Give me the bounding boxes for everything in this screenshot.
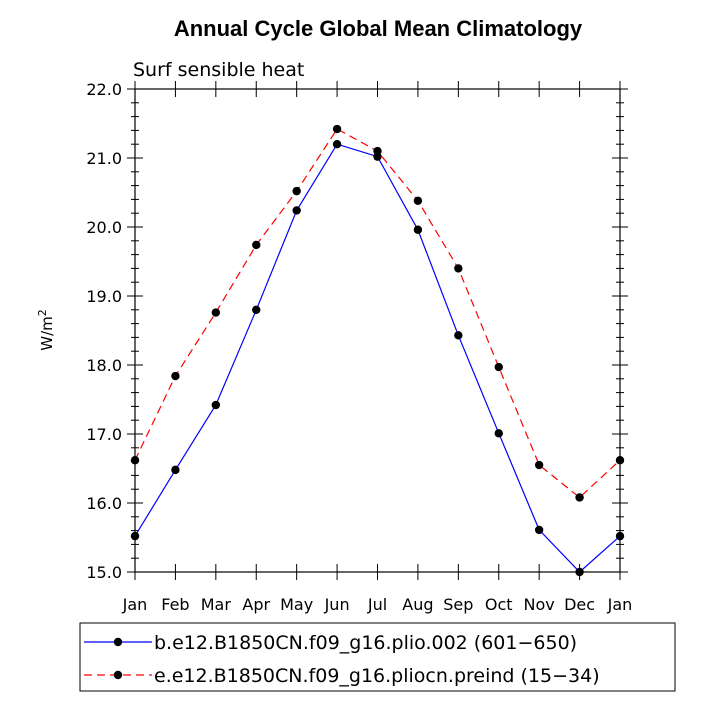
series-1-line <box>134 143 621 573</box>
series-2-point <box>292 186 301 196</box>
series-2-point <box>252 240 261 250</box>
series-2-point <box>171 371 180 381</box>
y-tick-label: 18.0 <box>86 356 122 375</box>
series-1-point <box>575 567 584 577</box>
legend-marker-series-1 <box>113 637 123 647</box>
y-tick-label: 19.0 <box>86 287 122 306</box>
series-1-point <box>534 525 544 535</box>
y-axis-label-superscript: 2 <box>36 309 49 316</box>
x-tick-label: Jun <box>324 595 350 614</box>
series-1-point <box>130 531 140 541</box>
y-tick-label: 17.0 <box>86 425 122 444</box>
series-1-point <box>292 206 301 215</box>
plot-area: 15.0 16.0 17.0 18.0 19.0 20.0 21.0 22.0 Jan Feb Ma… <box>86 80 632 614</box>
series-2-point <box>413 196 423 205</box>
y-tick-label: 21.0 <box>86 149 122 168</box>
x-tick-label: Apr <box>242 595 270 614</box>
series-1-point <box>494 429 503 438</box>
x-tick-label: Jul <box>367 595 387 614</box>
y-tick-label: 22.0 <box>86 80 122 99</box>
x-tick-label: Dec <box>564 595 595 614</box>
x-tick-label: Feb <box>161 595 189 614</box>
x-tick-label: May <box>280 595 313 614</box>
series-2-point <box>332 124 342 134</box>
chart-title: Annual Cycle Global Mean Climatology <box>174 16 583 41</box>
series-2-point <box>575 493 584 502</box>
series-1-point <box>211 400 221 410</box>
series-1-point <box>332 140 342 149</box>
series-2-point <box>454 264 463 273</box>
legend: b.e12.B1850CN.f09_g16.plio.002 (601−650)… <box>79 622 676 692</box>
x-tick-label: Nov <box>524 595 555 614</box>
y-tick-label: 16.0 <box>86 494 122 513</box>
y-axis-label-text: W/m <box>38 316 56 351</box>
legend-marker-series-2 <box>113 670 123 680</box>
series-1-point <box>413 225 423 234</box>
chart-subtitle: Surf sensible heat <box>133 59 304 81</box>
series-2-point <box>615 456 625 465</box>
legend-label-series-1: b.e12.B1850CN.f09_g16.plio.002 (601−650) <box>154 632 577 654</box>
series-1-point <box>252 305 261 314</box>
series-2-point <box>130 456 140 465</box>
plot-frame <box>134 88 621 573</box>
x-tick-label: Sep <box>443 595 473 614</box>
series-2-point <box>373 146 382 156</box>
y-tick-label: 20.0 <box>86 218 122 237</box>
x-tick-label: Jan <box>607 595 633 614</box>
series-1-point <box>171 465 180 475</box>
series-2-point <box>211 308 221 317</box>
series-1-point <box>454 331 463 340</box>
legend-label-series-2: e.e12.B1850CN.f09_g16.pliocn.preind (15−… <box>154 665 600 687</box>
series-2-line <box>134 128 621 499</box>
x-tick-label: Oct <box>485 595 513 614</box>
series-2-point <box>534 460 544 470</box>
y-tick-label: 15.0 <box>86 563 122 582</box>
legend-frame <box>79 622 676 692</box>
x-tick-label: Mar <box>201 595 232 614</box>
y-axis-label: W/m2 <box>36 309 56 351</box>
x-tick-label: Jan <box>122 595 148 614</box>
series-2-point <box>494 362 503 372</box>
x-tick-label: Aug <box>402 595 433 614</box>
series-1-point <box>615 531 625 541</box>
